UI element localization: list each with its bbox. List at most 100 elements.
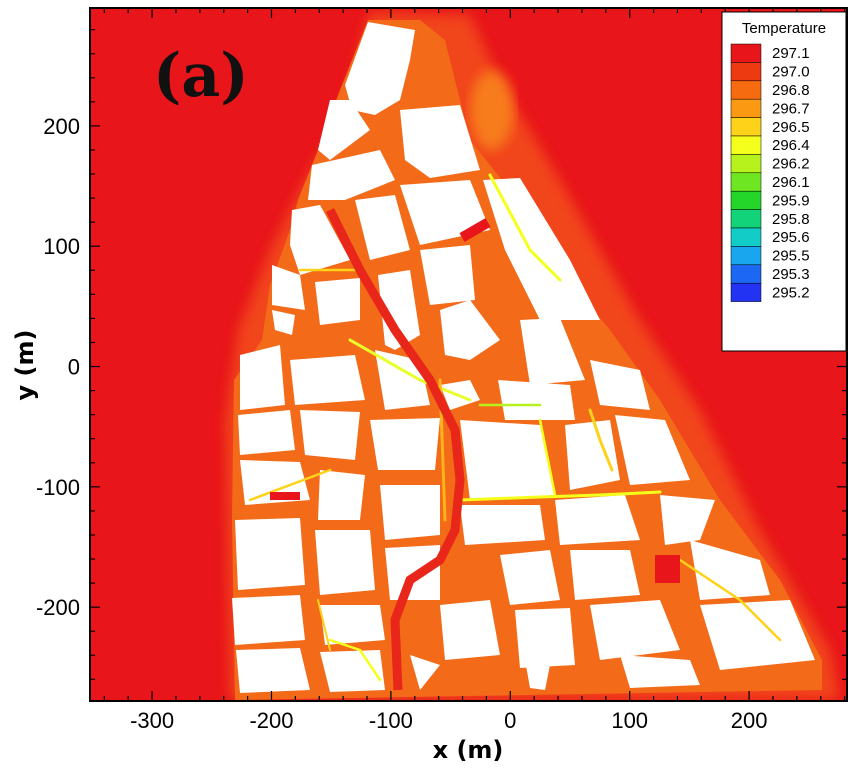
legend-swatch bbox=[730, 62, 762, 82]
building bbox=[318, 100, 370, 160]
building bbox=[400, 105, 480, 178]
building bbox=[500, 550, 560, 605]
building bbox=[555, 495, 640, 545]
legend-swatch bbox=[730, 117, 762, 137]
building bbox=[238, 410, 295, 455]
x-tick-label: -300 bbox=[130, 708, 174, 733]
building bbox=[235, 518, 305, 590]
building bbox=[236, 648, 310, 693]
legend-swatch bbox=[730, 246, 762, 266]
building bbox=[370, 418, 440, 470]
x-tick-label: -200 bbox=[249, 708, 293, 733]
building bbox=[318, 470, 365, 520]
legend-label: 296.7 bbox=[772, 100, 810, 117]
legend-label: 297.0 bbox=[772, 64, 810, 81]
building bbox=[498, 380, 575, 420]
building bbox=[320, 605, 385, 645]
building bbox=[700, 600, 815, 670]
legend-label: 296.1 bbox=[772, 174, 810, 191]
building bbox=[385, 545, 440, 600]
x-tick-label: 200 bbox=[731, 708, 768, 733]
streak bbox=[538, 418, 557, 497]
temperature-field bbox=[225, 12, 840, 700]
x-tick-label: -100 bbox=[369, 708, 413, 733]
legend-title: Temperature bbox=[742, 20, 826, 37]
legend-swatch bbox=[730, 209, 762, 229]
building bbox=[240, 345, 285, 410]
streak bbox=[317, 599, 331, 651]
legend-label: 296.2 bbox=[772, 156, 810, 173]
building bbox=[620, 655, 700, 688]
building bbox=[440, 300, 500, 360]
buildings bbox=[232, 22, 815, 693]
building bbox=[590, 360, 650, 410]
plot-frame bbox=[89, 7, 848, 702]
legend-label: 295.5 bbox=[772, 248, 810, 265]
legend-swatch bbox=[730, 80, 762, 100]
legend-swatch bbox=[730, 43, 762, 63]
building bbox=[420, 245, 475, 305]
building bbox=[378, 270, 420, 350]
warm-channel bbox=[325, 207, 465, 691]
y-tick-label: 200 bbox=[43, 114, 80, 139]
building bbox=[690, 540, 770, 600]
building bbox=[315, 278, 360, 325]
y-tick-label: 0 bbox=[68, 355, 80, 380]
x-axis: -300 -200 -100 0 100 200 bbox=[103, 8, 846, 733]
warm-patch bbox=[655, 555, 680, 583]
building bbox=[290, 355, 365, 405]
streak bbox=[588, 408, 614, 472]
legend-label: 297.1 bbox=[772, 45, 810, 62]
x-tick-label: 100 bbox=[611, 708, 648, 733]
legend-label: 295.2 bbox=[772, 284, 810, 301]
building bbox=[525, 660, 550, 690]
building bbox=[660, 495, 715, 545]
legend-label: 295.9 bbox=[772, 192, 810, 209]
streak bbox=[458, 490, 662, 502]
legend: Temperature 297.1297.0296.8296.7296.5296… bbox=[721, 11, 847, 352]
y-tick-label: -200 bbox=[36, 595, 80, 620]
legend-swatch bbox=[730, 135, 762, 155]
legend-swatch bbox=[730, 227, 762, 247]
building bbox=[380, 485, 440, 540]
streak bbox=[488, 173, 562, 282]
building bbox=[615, 415, 690, 485]
building bbox=[565, 420, 620, 490]
legend-label: 295.8 bbox=[772, 211, 810, 228]
streak bbox=[248, 468, 332, 502]
legend-label: 296.5 bbox=[772, 119, 810, 136]
legend-swatch bbox=[730, 172, 762, 192]
panel-label: (a) bbox=[153, 41, 249, 111]
building bbox=[410, 655, 440, 690]
building bbox=[232, 595, 305, 645]
building bbox=[570, 550, 640, 600]
plume-top bbox=[470, 70, 514, 150]
building bbox=[460, 505, 545, 545]
y-axis-title: y (m) bbox=[11, 330, 39, 401]
legend-swatch bbox=[730, 98, 762, 118]
building bbox=[320, 650, 385, 692]
building bbox=[315, 530, 375, 595]
building bbox=[272, 265, 305, 310]
legend-swatch bbox=[730, 282, 762, 302]
legend-label: 295.6 bbox=[772, 229, 810, 246]
legend-swatch bbox=[730, 264, 762, 284]
building bbox=[483, 178, 600, 320]
building bbox=[590, 600, 680, 660]
legend-swatch bbox=[730, 154, 762, 174]
streak bbox=[328, 638, 382, 682]
y-tick-label: -100 bbox=[36, 475, 80, 500]
building bbox=[308, 150, 395, 200]
building bbox=[290, 205, 350, 275]
building bbox=[460, 420, 555, 500]
building bbox=[520, 318, 585, 385]
x-tick-label: 0 bbox=[504, 708, 516, 733]
building bbox=[440, 600, 500, 660]
x-axis-title: x (m) bbox=[433, 736, 504, 764]
legend-swatch bbox=[730, 190, 762, 210]
warm-patch bbox=[270, 492, 300, 500]
building bbox=[300, 410, 360, 460]
legend-label: 296.4 bbox=[772, 137, 810, 154]
